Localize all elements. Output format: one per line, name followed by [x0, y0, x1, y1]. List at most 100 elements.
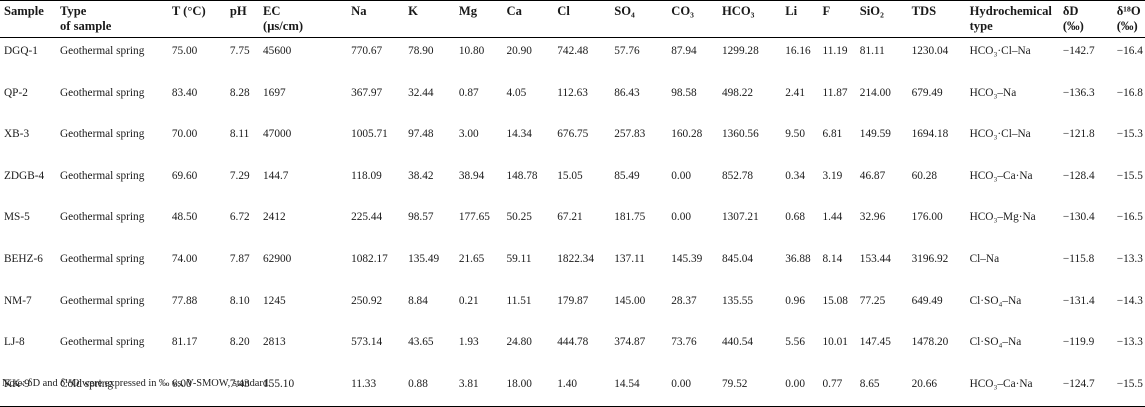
cell-t: 83.40 — [171, 86, 198, 99]
cell-t: 6.00 — [171, 377, 192, 390]
cell-tds: 1230.04 — [911, 45, 949, 57]
cell-ec: 2813 — [263, 336, 286, 349]
col-k-header: K — [404, 0, 455, 38]
cell-mg: 1.93 — [458, 336, 479, 349]
cell-so4: 14.54 — [614, 377, 640, 390]
col-so4-header: SO₄ — [610, 0, 668, 38]
cell-tds: 1694.18 — [911, 128, 949, 141]
cell-co3: 145.39 — [671, 252, 703, 265]
cell-ca: 148.78 — [506, 169, 538, 182]
cell-li: 2.41 — [785, 86, 805, 99]
cell-dd: −121.8 — [1062, 128, 1095, 141]
cell-co3: 0.00 — [671, 377, 692, 390]
col-ca-header: Ca — [502, 0, 554, 38]
col-sio2-header: SiO₂ — [855, 0, 908, 38]
cell-tds: 176.00 — [911, 211, 943, 224]
cell-sio2: 81.11 — [859, 45, 885, 57]
cell-na: 250.92 — [351, 294, 383, 307]
cell-li: 0.68 — [785, 211, 805, 224]
col-t-header: T (°C) — [167, 0, 226, 38]
cell-li: 16.16 — [785, 45, 811, 57]
cell-co3: 160.28 — [671, 128, 703, 141]
cell-ph: 7.75 — [229, 45, 250, 57]
cell-co3: 73.76 — [671, 336, 697, 349]
col-ph-header: pH — [225, 0, 260, 38]
cell-sample: XB-3 — [4, 128, 30, 141]
cell-ca: 11.51 — [506, 294, 532, 307]
table-row: LJ-8 Geothermal spring 81.17 8.20 2813 573.14… — [0, 329, 1145, 371]
cell-co3: 0.00 — [671, 211, 692, 224]
cell-ph: 7.43 — [229, 377, 250, 390]
cell-t: 77.88 — [171, 294, 198, 307]
table-row: ZDGB-4 Geothermal spring 69.60 7.29 144.7 118… — [0, 162, 1145, 205]
cell-na: 118.09 — [351, 169, 382, 182]
cell-na: 367.97 — [351, 86, 383, 99]
cell-na: 1082.17 — [351, 252, 388, 265]
cell-dd: −136.3 — [1062, 86, 1095, 99]
cell-ca: 14.34 — [506, 128, 532, 141]
cell-so4: 86.43 — [614, 86, 640, 99]
cell-tds: 649.49 — [911, 294, 943, 307]
col-mg-header: Mg — [454, 0, 503, 38]
cell-type: Geothermal spring — [59, 252, 145, 265]
cell-k: 0.88 — [408, 377, 428, 390]
cell-hco3: 135.55 — [722, 294, 754, 307]
cell-sample: MS-5 — [4, 211, 30, 224]
cell-sio2: 214.00 — [859, 86, 891, 99]
cell-ph: 8.10 — [229, 294, 250, 307]
cell-ec: 144.7 — [263, 169, 289, 182]
cell-hco3: 79.52 — [722, 377, 748, 390]
cell-type: Geothermal spring — [59, 128, 145, 141]
cell-cl: 1.40 — [557, 377, 578, 390]
cell-k: 78.90 — [408, 45, 434, 57]
cell-sample: ZDGB-4 — [4, 169, 45, 182]
cell-d18o: −13.3 — [1116, 252, 1143, 265]
cell-na: 11.33 — [351, 377, 377, 390]
cell-t: 74.00 — [171, 252, 198, 265]
cell-k: 8.84 — [408, 294, 428, 307]
cell-co3: 28.37 — [671, 294, 697, 307]
cell-d18o: −15.5 — [1116, 169, 1143, 182]
cell-so4: 85.49 — [614, 169, 640, 182]
col-hco3-header: HCO₃ — [718, 0, 782, 38]
col-type-header: Type of sample — [55, 0, 168, 38]
cell-ec: 155.10 — [263, 377, 295, 390]
col-tds-header: TDS — [907, 0, 966, 38]
table-body: DGQ-1 Geothermal spring 75.00 7.75 45600 770.… — [0, 37, 1145, 407]
cell-t: 81.17 — [171, 336, 198, 349]
cell-k: 38.42 — [408, 169, 434, 182]
cell-dd: −142.7 — [1062, 45, 1095, 57]
cell-hco3: 852.78 — [722, 169, 754, 182]
cell-cl: 67.21 — [557, 211, 583, 224]
cell-li: 0.96 — [785, 294, 805, 307]
cell-ph: 8.11 — [229, 128, 250, 141]
cell-ca: 4.05 — [506, 86, 527, 99]
cell-type: Cold spring — [59, 377, 113, 390]
cell-hco3: 498.22 — [722, 86, 754, 99]
cell-dd: −130.4 — [1062, 211, 1095, 224]
cell-tds: 60.28 — [911, 169, 938, 182]
table-row: KK-9 Cold spring 6.00 7.43 155.10 11.33 0.88 3.… — [0, 370, 1145, 407]
cell-co3: 0.00 — [671, 169, 692, 182]
col-sample-header: Sample — [0, 0, 56, 38]
cell-tds: 679.49 — [911, 86, 943, 99]
col-ec-header: EC (μs/cm) — [259, 0, 348, 38]
cell-ec: 62900 — [263, 252, 292, 265]
table-row: BEHZ-6 Geothermal spring 74.00 7.87 62900 108… — [0, 245, 1145, 288]
header-row: Sample Type of sample T (°C) pH EC (μs/c… — [0, 0, 1145, 38]
cell-f: 3.19 — [822, 169, 843, 182]
cell-sio2: 77.25 — [859, 294, 886, 307]
cell-ca: 18.00 — [506, 377, 532, 390]
cell-so4: 57.76 — [614, 45, 640, 57]
cell-hydro: Cl·SO₄–Na — [969, 294, 1022, 307]
cell-f: 8.14 — [822, 252, 843, 265]
cell-k: 43.65 — [408, 336, 434, 349]
cell-f: 10.01 — [822, 336, 848, 349]
cell-k: 97.48 — [408, 128, 434, 141]
cell-ca: 50.25 — [506, 211, 532, 224]
cell-type: Geothermal spring — [59, 336, 145, 349]
cell-d18o: −16.8 — [1116, 86, 1143, 99]
cell-mg: 38.94 — [458, 169, 485, 182]
cell-ph: 8.28 — [229, 86, 250, 99]
